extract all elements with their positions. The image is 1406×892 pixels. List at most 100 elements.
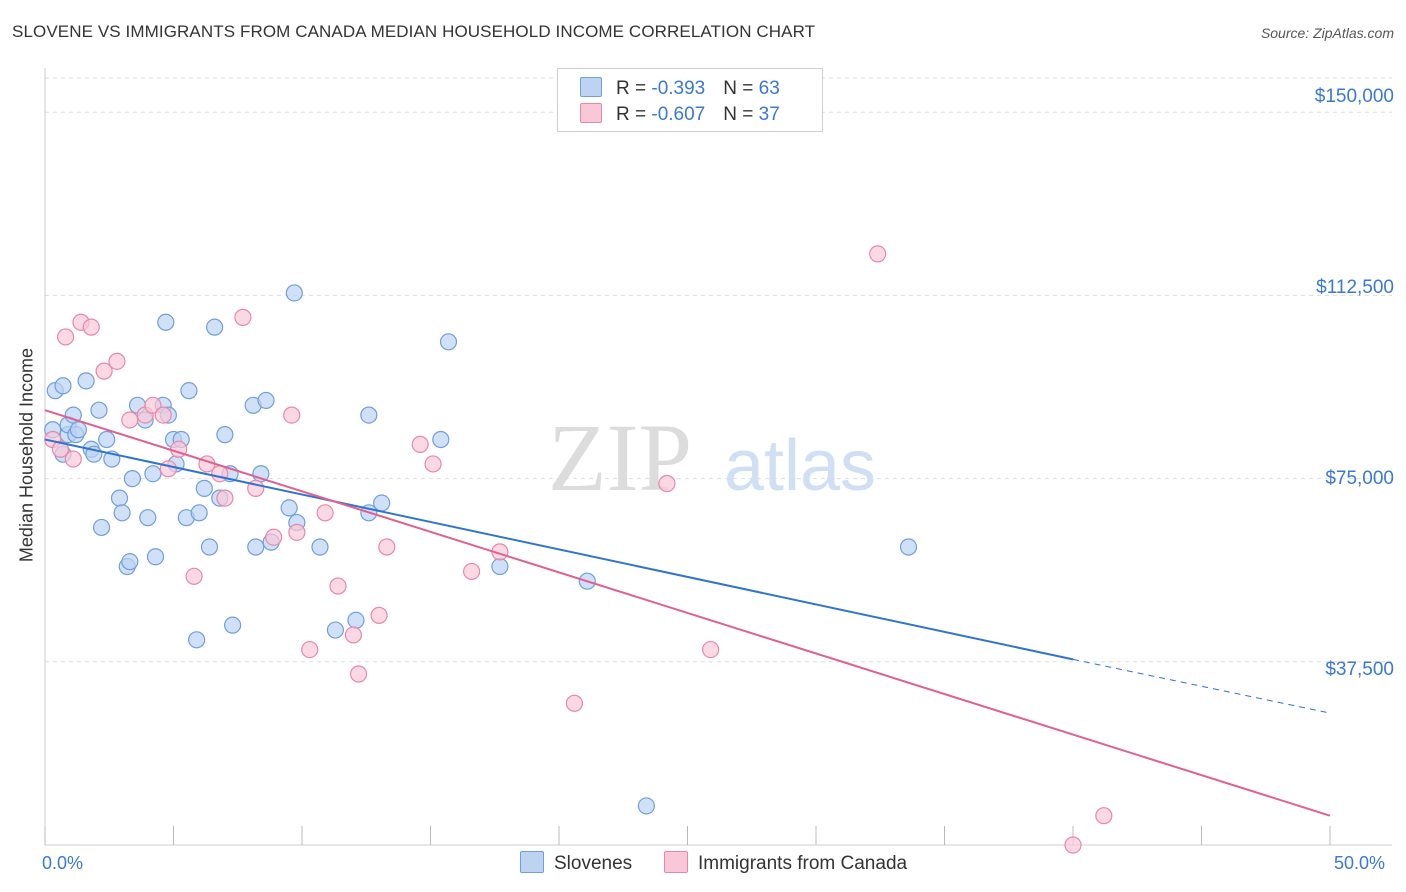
y-axis-label: Median Household Income — [16, 347, 37, 563]
legend-item-canada: Immigrants from Canada — [664, 851, 907, 875]
legend-swatch-pink — [664, 851, 688, 873]
slovenes-point — [439, 333, 458, 351]
canada-point — [95, 362, 113, 380]
slovenes-point — [180, 382, 198, 400]
canada-point — [424, 455, 442, 473]
slovenes-point — [69, 421, 88, 439]
slovenes-point — [113, 504, 131, 522]
legend-swatch-blue — [580, 77, 602, 97]
slovenes-point — [224, 616, 242, 634]
chart-title: SLOVENE VS IMMIGRANTS FROM CANADA MEDIAN… — [12, 22, 816, 41]
legend-r-value: -0.607 — [651, 104, 706, 125]
slovenes-point — [139, 509, 157, 527]
watermark: ZIP atlas — [548, 404, 876, 511]
canada-point — [265, 528, 283, 546]
slovenes-point — [360, 406, 378, 424]
canada-point — [344, 626, 362, 644]
canada-point — [378, 538, 396, 556]
x-tick-label-max: 50.0% — [1334, 853, 1386, 873]
slovenes-point — [144, 465, 162, 483]
slovenes-point — [200, 538, 219, 556]
legend-swatch-blue — [520, 851, 544, 873]
y-tick-label: $37,500 — [1325, 659, 1394, 680]
slovenes-point — [285, 284, 303, 302]
canada-point — [316, 504, 334, 522]
slovenes-point — [432, 430, 450, 449]
canada-point — [288, 523, 306, 541]
canada-point — [56, 328, 75, 346]
canada-point — [64, 450, 82, 468]
canada-point — [283, 406, 301, 424]
axes — [44, 68, 1392, 846]
slovenes-point — [247, 538, 265, 556]
canada-point — [234, 308, 252, 326]
slovenes-trend-extension — [1072, 658, 1331, 714]
slovenes-point — [216, 426, 234, 444]
canada-point — [121, 411, 139, 429]
legend-n-value: 63 — [758, 78, 780, 99]
chart-source: Source: ZipAtlas.com — [1260, 25, 1394, 41]
y-tick-label: $112,500 — [1316, 277, 1394, 298]
slovenes-point — [899, 538, 918, 556]
canada-point — [411, 435, 429, 454]
slovenes-point — [190, 504, 208, 522]
slovenes-point — [92, 518, 111, 537]
canada-point — [82, 318, 100, 336]
canada-point — [565, 694, 584, 712]
watermark-atlas: atlas — [724, 426, 876, 506]
canada-point — [329, 577, 347, 595]
slovenes-point — [206, 318, 224, 336]
slovenes-point — [146, 548, 165, 566]
canada-point — [658, 474, 676, 493]
canada-point — [185, 567, 203, 585]
trend-lines — [44, 409, 1331, 817]
legend-r-value: -0.393 — [651, 78, 706, 99]
legend-item-slovenes: Slovenes — [520, 851, 632, 875]
watermark-zip: ZIP — [548, 404, 692, 511]
slovenes-point — [326, 621, 345, 639]
canada-point — [159, 460, 177, 478]
slovenes-point — [110, 489, 129, 507]
slovenes-point — [188, 631, 206, 649]
slovenes-point — [637, 797, 655, 815]
slovenes-point — [195, 479, 213, 497]
canada-point — [216, 489, 234, 507]
canada-point — [702, 640, 720, 659]
canada-point — [301, 640, 319, 659]
canada-point — [154, 406, 172, 424]
legend-n-value: 37 — [758, 104, 780, 125]
canada-point — [349, 665, 368, 683]
correlation-legend: R = -0.393 N = 63 R = -0.607 N = 37 — [557, 68, 823, 132]
canada-trend-line — [44, 409, 1331, 817]
slovenes-point — [491, 557, 509, 576]
slovenes-point — [373, 494, 391, 512]
canada-point — [869, 245, 887, 263]
canada-point — [463, 562, 481, 581]
slovenes-point — [54, 377, 72, 395]
slovenes-point — [347, 611, 365, 629]
slovenes-trend-line — [44, 438, 1074, 661]
slovenes-point — [121, 553, 139, 571]
canada-point — [1064, 836, 1082, 854]
canada-point — [108, 352, 126, 370]
canada-point — [370, 606, 388, 624]
slovenes-point — [90, 401, 108, 419]
slovenes-point — [157, 313, 175, 331]
slovenes-point — [280, 499, 298, 517]
slovenes-point — [123, 469, 141, 488]
grid-lines — [45, 77, 1392, 663]
slovenes-point — [77, 372, 95, 390]
slovenes-points — [44, 284, 918, 815]
canada-points — [44, 245, 1113, 854]
slovenes-point — [98, 430, 116, 449]
y-tick-label: $75,000 — [1325, 468, 1394, 489]
canada-point — [1095, 807, 1113, 825]
legend-row-slovenes: R = -0.393 N = 63 — [580, 77, 780, 100]
slovenes-point — [311, 538, 329, 556]
legend-swatch-pink — [580, 103, 602, 123]
slovenes-point — [257, 391, 275, 410]
canada-point — [51, 440, 70, 458]
y-tick-label: $150,000 — [1314, 86, 1394, 107]
legend-row-canada: R = -0.607 N = 37 — [580, 103, 780, 126]
